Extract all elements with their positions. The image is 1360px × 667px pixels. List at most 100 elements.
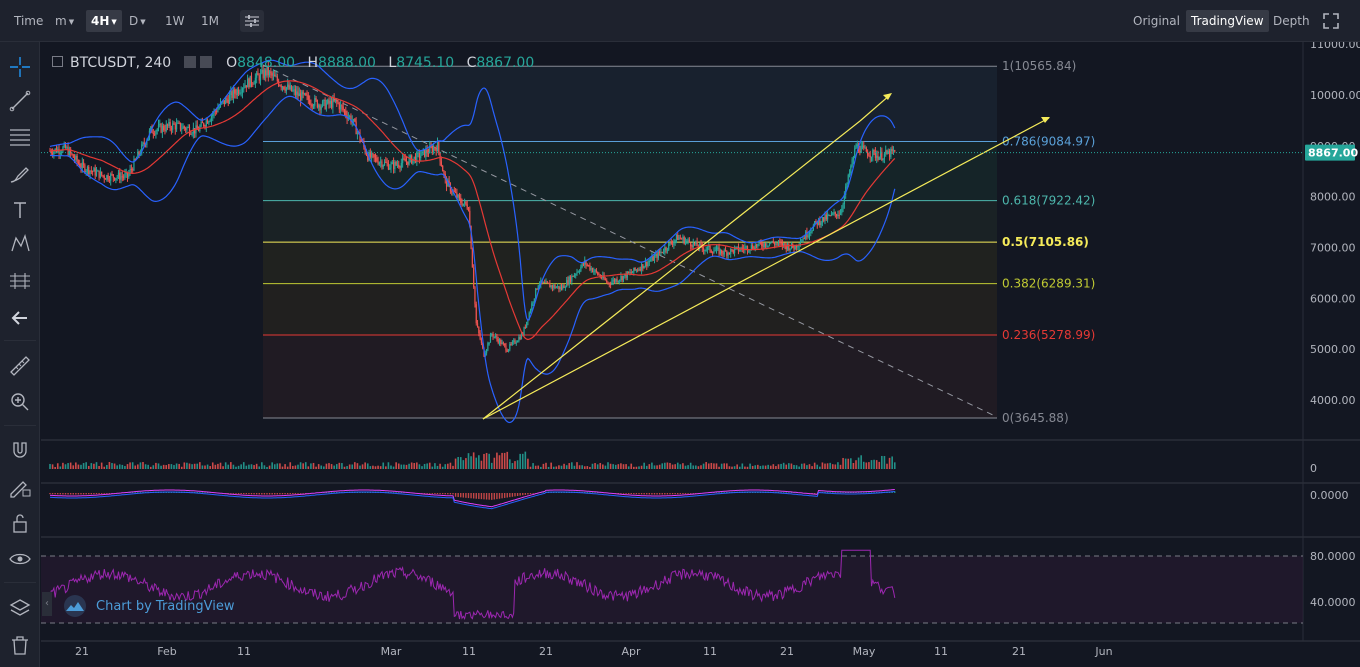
volume-bar bbox=[304, 462, 307, 469]
candle-body bbox=[120, 176, 122, 180]
layers-tool-button[interactable] bbox=[6, 594, 34, 622]
candle-body bbox=[225, 98, 227, 105]
fib-lines-tool-button[interactable] bbox=[6, 123, 34, 151]
fullscreen-button[interactable] bbox=[1322, 12, 1340, 30]
pencil-lock-tool-button[interactable] bbox=[6, 473, 34, 501]
eye-tool-button[interactable] bbox=[6, 545, 34, 573]
upper-trend-arrow-line bbox=[859, 94, 891, 122]
4h-interval-button[interactable]: 4H ▼ bbox=[86, 10, 122, 32]
expand-side-button[interactable]: ‹ bbox=[42, 592, 52, 616]
crosshair-tool-button[interactable] bbox=[6, 53, 34, 81]
time-interval-button[interactable]: Time bbox=[14, 14, 44, 28]
candle-body bbox=[252, 83, 254, 85]
candle-body bbox=[208, 121, 210, 124]
week-interval-button[interactable]: 1W bbox=[165, 14, 185, 28]
macd-histogram-bar bbox=[723, 492, 725, 493]
month-interval-button[interactable]: 1M bbox=[201, 14, 219, 28]
chart-canvas[interactable]: 1(10565.84) 0.786(9084.97) 0.618(7922.42) 0… bbox=[41, 42, 1360, 667]
macd-histogram-bar bbox=[400, 492, 403, 493]
volume-bar bbox=[59, 466, 62, 469]
tradingview-view-button[interactable]: TradingView bbox=[1186, 10, 1269, 32]
macd-histogram-bar bbox=[493, 493, 496, 500]
unlock-tool-button[interactable] bbox=[6, 509, 34, 537]
collapse-legend-icon[interactable] bbox=[52, 56, 63, 67]
candle-body bbox=[744, 247, 746, 250]
candle-body bbox=[330, 100, 333, 108]
macd-histogram-bar bbox=[627, 493, 630, 494]
brush-tool-button[interactable] bbox=[6, 160, 34, 188]
macd-histogram-bar bbox=[441, 493, 444, 495]
back-arrow-tool-button[interactable] bbox=[6, 304, 34, 332]
candle-body bbox=[845, 186, 847, 195]
candle-body bbox=[659, 251, 661, 253]
candle-body bbox=[112, 174, 114, 178]
candle-body bbox=[595, 269, 597, 272]
candle-body bbox=[633, 267, 635, 273]
volume-bar bbox=[749, 463, 751, 469]
candle-body bbox=[311, 104, 313, 107]
macd-histogram-bar bbox=[88, 493, 90, 495]
candle-body bbox=[500, 339, 502, 345]
macd-histogram-bar bbox=[398, 492, 400, 493]
candle-body bbox=[95, 171, 98, 176]
magnet-tool-button[interactable] bbox=[6, 437, 34, 465]
volume-bar bbox=[436, 465, 439, 469]
candle-body bbox=[268, 71, 271, 76]
volume-bar bbox=[560, 465, 563, 469]
candle-body bbox=[757, 243, 759, 247]
candle-body bbox=[553, 285, 555, 288]
candle-body bbox=[342, 106, 344, 110]
depth-view-button[interactable]: Depth bbox=[1273, 14, 1310, 28]
trendline-tool-button[interactable] bbox=[6, 87, 34, 115]
volume-bar bbox=[131, 462, 134, 469]
candle-body bbox=[859, 151, 861, 153]
volume-bar bbox=[439, 463, 441, 469]
measure-lines-tool-button[interactable] bbox=[6, 267, 34, 295]
legend-settings-icons[interactable] bbox=[183, 56, 214, 68]
volume-bar bbox=[364, 462, 366, 469]
tradingview-watermark[interactable]: Chart by TradingView bbox=[60, 594, 234, 620]
volume-bar bbox=[330, 464, 333, 469]
candle-body bbox=[262, 69, 264, 78]
candle-body bbox=[212, 114, 214, 116]
4h-label: 4H bbox=[91, 14, 110, 28]
indicators-settings-button[interactable] bbox=[240, 10, 264, 32]
volume-bar bbox=[377, 465, 379, 469]
candle-body bbox=[589, 265, 591, 270]
candle-body bbox=[376, 157, 378, 162]
volume-bar bbox=[565, 465, 568, 469]
zoom-tool-button[interactable] bbox=[6, 388, 34, 416]
original-view-button[interactable]: Original bbox=[1133, 14, 1180, 28]
candle-body bbox=[640, 264, 643, 271]
volume-bar bbox=[168, 464, 170, 469]
candle-body bbox=[555, 287, 557, 289]
minute-interval-button[interactable]: m ▼ bbox=[50, 10, 79, 32]
volume-bar bbox=[390, 465, 392, 469]
fib-zone bbox=[263, 200, 997, 243]
volume-bar bbox=[240, 464, 242, 469]
candle-body bbox=[325, 103, 328, 110]
volume-bar bbox=[413, 462, 416, 469]
pattern-tool-button[interactable] bbox=[6, 230, 34, 258]
candle-body bbox=[236, 89, 238, 96]
candle-body bbox=[253, 83, 255, 85]
text-tool-button[interactable] bbox=[6, 196, 34, 224]
trash-tool-button[interactable] bbox=[6, 631, 34, 659]
candle-body bbox=[443, 171, 445, 174]
candle-body bbox=[710, 251, 712, 253]
ruler-tool-button[interactable] bbox=[6, 352, 34, 380]
macd-histogram-bar bbox=[392, 492, 395, 493]
day-interval-button[interactable]: D ▼ bbox=[124, 10, 151, 32]
candle-body bbox=[67, 147, 69, 156]
volume-bar bbox=[478, 455, 480, 469]
macd-histogram-bar bbox=[718, 492, 720, 493]
current-price-tag bbox=[1305, 144, 1355, 161]
symbol-label[interactable]: BTCUSDT, 240 bbox=[70, 55, 172, 71]
candle-body bbox=[134, 159, 136, 161]
volume-bar bbox=[173, 465, 175, 469]
volume-bar bbox=[757, 464, 759, 469]
back-arrow-icon bbox=[11, 311, 27, 325]
volume-bar bbox=[485, 452, 488, 469]
volume-bar bbox=[118, 464, 121, 469]
volume-bar bbox=[819, 466, 821, 469]
